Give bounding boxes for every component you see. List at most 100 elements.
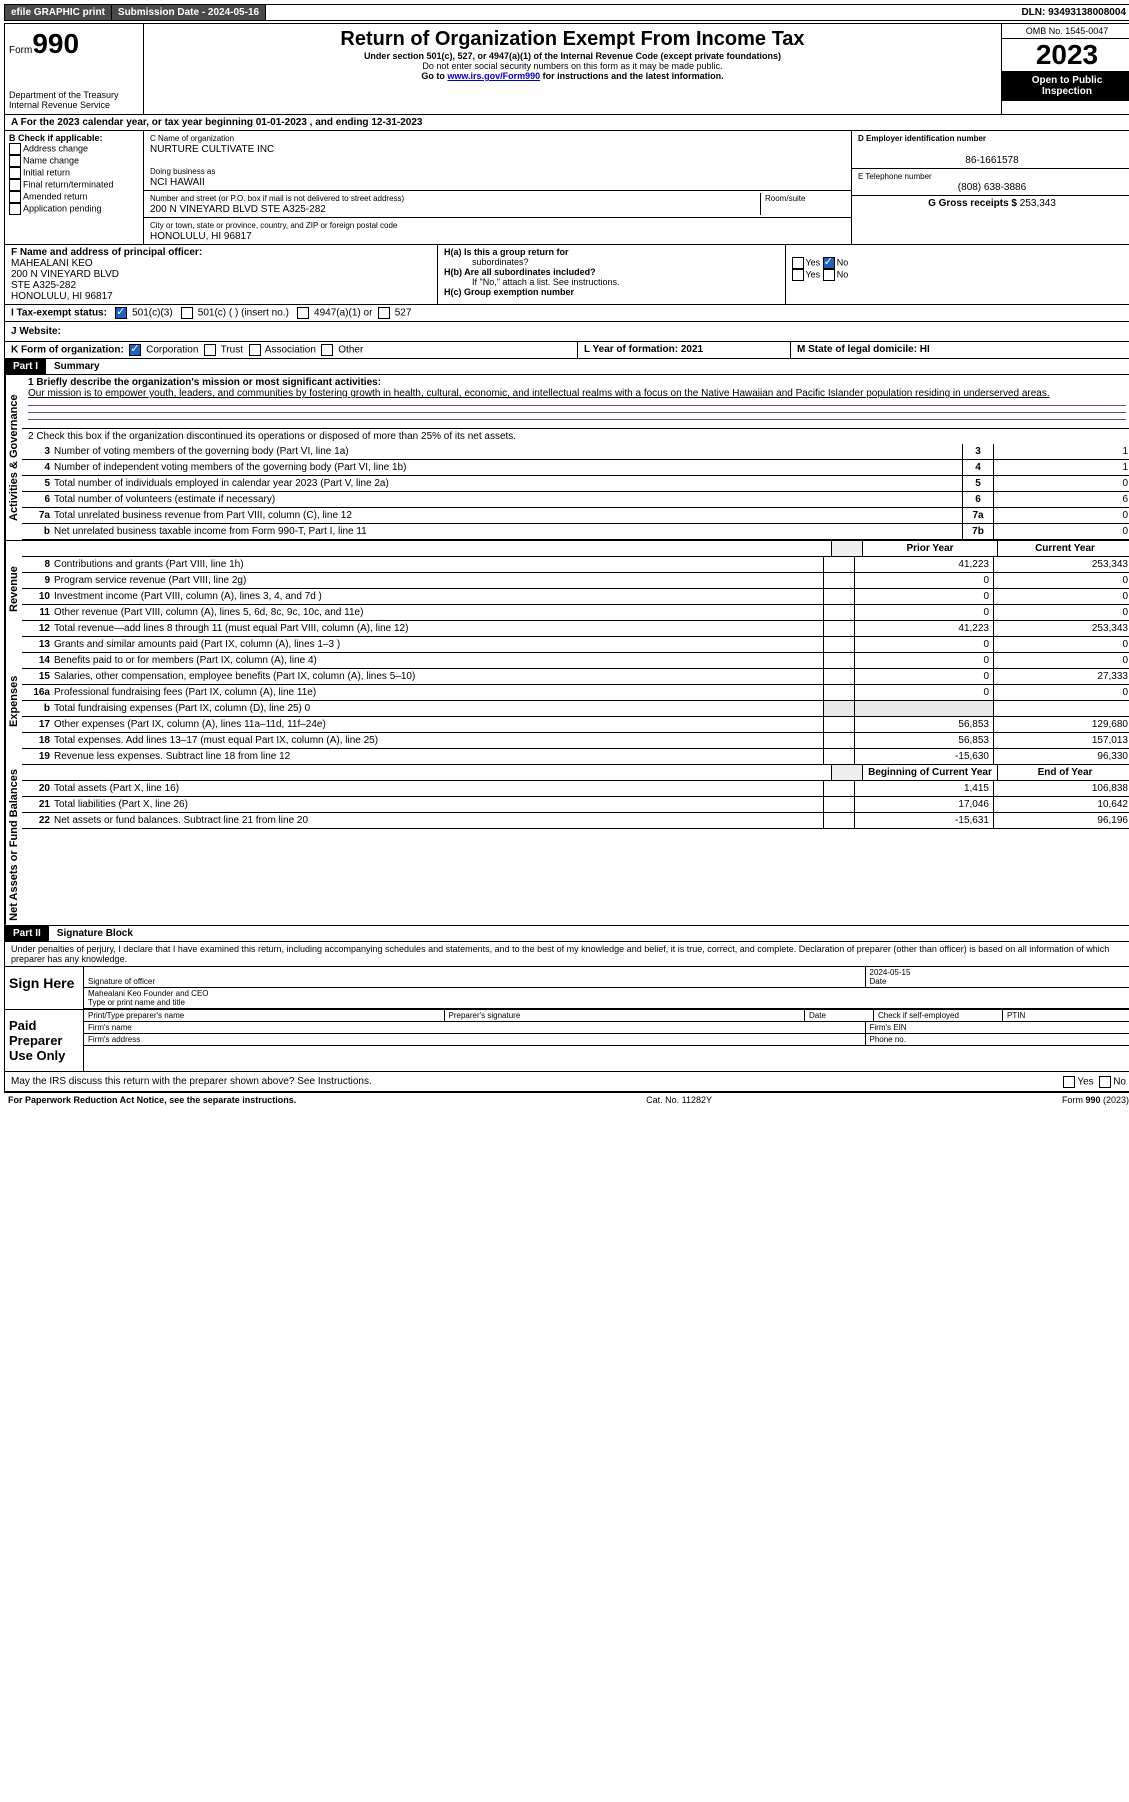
dln-label: DLN: xyxy=(1021,7,1048,18)
cb-association[interactable]: Association xyxy=(265,345,316,356)
website-label: J Website: xyxy=(11,326,61,337)
hb-label: H(b) Are all subordinates included? xyxy=(444,267,596,277)
hdr-current-year: Current Year xyxy=(997,541,1129,556)
footer-right: Form 990 (2023) xyxy=(1062,1095,1129,1105)
sig-officer-name: Mahealani Keo Founder and CEO xyxy=(88,989,209,998)
footer-left: For Paperwork Reduction Act Notice, see … xyxy=(8,1095,296,1105)
preparer-self-employed[interactable]: Check if self-employed xyxy=(874,1010,1003,1022)
gov-line-4: 4Number of independent voting members of… xyxy=(22,460,1129,476)
section-activities-governance: Activities & Governance 1 Briefly descri… xyxy=(4,375,1129,540)
tax-year: 2023 xyxy=(1002,39,1129,71)
cb-527[interactable]: 527 xyxy=(395,308,412,319)
firm-name-label: Firm's name xyxy=(84,1022,866,1034)
cb-trust[interactable]: Trust xyxy=(221,345,243,356)
sig-name-label: Type or print name and title xyxy=(88,998,185,1007)
hb-yes[interactable]: Yes xyxy=(806,269,821,279)
dba-label: Doing business as xyxy=(150,167,215,176)
irs-label: Internal Revenue Service xyxy=(9,100,139,110)
part-2-header: Part II Signature Block xyxy=(4,926,1129,942)
form990-link[interactable]: www.irs.gov/Form990 xyxy=(447,71,540,81)
preparer-ptin-label: PTIN xyxy=(1003,1010,1129,1022)
street-label: Number and street (or P.O. box if mail i… xyxy=(150,194,404,203)
form-subtitle-1: Under section 501(c), 527, or 4947(a)(1)… xyxy=(148,51,997,61)
cb-corporation[interactable]: Corporation xyxy=(146,345,198,356)
col-b-header: B Check if applicable: xyxy=(9,133,103,143)
line-2: 2 Check this box if the organization dis… xyxy=(22,429,1129,444)
line-11: 11Other revenue (Part VIII, column (A), … xyxy=(22,605,1129,621)
gross-value: 253,343 xyxy=(1020,198,1056,209)
line-22: 22Net assets or fund balances. Subtract … xyxy=(22,813,1129,829)
cb-other[interactable]: Other xyxy=(338,345,363,356)
cb-501c[interactable]: 501(c) ( ) (insert no.) xyxy=(198,308,289,319)
cb-application-pending[interactable]: Application pending xyxy=(23,203,102,213)
section-bcd: B Check if applicable: Address change Na… xyxy=(4,131,1129,245)
form-of-org-label: K Form of organization: xyxy=(11,345,124,356)
hb-no[interactable]: No xyxy=(837,269,849,279)
officer-addr3: HONOLULU, HI 96817 xyxy=(11,291,113,302)
line-16a: 16aProfessional fundraising fees (Part I… xyxy=(22,685,1129,701)
dept-treasury: Department of the Treasury xyxy=(9,90,139,100)
preparer-sig-label: Preparer's signature xyxy=(445,1010,806,1022)
ha-label: H(a) Is this a group return for xyxy=(444,247,569,257)
section-expenses: Expenses 13Grants and similar amounts pa… xyxy=(4,637,1129,765)
submission-date: Submission Date - 2024-05-16 xyxy=(112,5,266,20)
paid-preparer-label: Paid Preparer Use Only xyxy=(5,1010,84,1071)
officer-label: F Name and address of principal officer: xyxy=(11,247,202,258)
top-bar: efile GRAPHIC print Submission Date - 20… xyxy=(4,4,1129,21)
gov-line-3: 3Number of voting members of the governi… xyxy=(22,444,1129,460)
sig-officer-label: Signature of officer xyxy=(88,977,155,986)
line-12: 12Total revenue—add lines 8 through 11 (… xyxy=(22,621,1129,637)
cb-initial-return[interactable]: Initial return xyxy=(23,167,70,177)
form-title: Return of Organization Exempt From Incom… xyxy=(148,28,997,51)
officer-name: MAHEALANI KEO xyxy=(11,258,93,269)
line-15: 15Salaries, other compensation, employee… xyxy=(22,669,1129,685)
tax-exempt-label: I Tax-exempt status: xyxy=(11,308,107,319)
part1-tag: Part I xyxy=(5,359,46,374)
org-name-label: C Name of organization xyxy=(150,134,234,143)
col-d-info: D Employer identification number 86-1661… xyxy=(851,131,1129,244)
part2-tag: Part II xyxy=(5,926,49,941)
public-inspection: Open to Public Inspection xyxy=(1002,71,1129,101)
sig-date-label: Date xyxy=(870,977,887,986)
efile-print-button[interactable]: efile GRAPHIC print xyxy=(5,5,112,20)
col-c-org-info: C Name of organization NURTURE CULTIVATE… xyxy=(144,131,851,244)
vert-label-ag: Activities & Governance xyxy=(5,375,22,540)
part-1-header: Part I Summary xyxy=(4,359,1129,375)
city-label: City or town, state or province, country… xyxy=(150,221,397,230)
year-formation: L Year of formation: 2021 xyxy=(584,344,703,355)
section-net-assets: Net Assets or Fund Balances Beginning of… xyxy=(4,765,1129,926)
vert-label-exp: Expenses xyxy=(5,637,22,765)
ha-label2: subordinates? xyxy=(444,257,779,267)
dba-name: NCI HAWAII xyxy=(150,177,205,188)
hdr-end-year: End of Year xyxy=(997,765,1129,780)
cb-amended-return[interactable]: Amended return xyxy=(23,191,88,201)
hc-label: H(c) Group exemption number xyxy=(444,287,574,297)
ha-yes[interactable]: Yes xyxy=(806,257,821,267)
ha-no[interactable]: No xyxy=(837,257,849,267)
street-value: 200 N VINEYARD BLVD STE A325-282 xyxy=(150,204,326,215)
discuss-no[interactable]: No xyxy=(1113,1076,1126,1087)
tel-label: E Telephone number xyxy=(858,172,932,181)
room-label: Room/suite xyxy=(765,194,805,203)
firm-addr-label: Firm's address xyxy=(84,1034,866,1046)
cb-name-change[interactable]: Name change xyxy=(23,155,79,165)
page-footer: For Paperwork Reduction Act Notice, see … xyxy=(4,1092,1129,1107)
form-number: 990 xyxy=(32,28,79,59)
ein-value: 86-1661578 xyxy=(858,155,1126,166)
org-name: NURTURE CULTIVATE INC xyxy=(150,144,274,155)
row-klm: K Form of organization: Corporation Trus… xyxy=(4,342,1129,359)
cb-4947[interactable]: 4947(a)(1) or xyxy=(314,308,372,319)
mission-label: 1 Briefly describe the organization's mi… xyxy=(28,377,381,388)
discuss-yes[interactable]: Yes xyxy=(1077,1076,1093,1087)
form-word: Form xyxy=(9,45,32,56)
cb-address-change[interactable]: Address change xyxy=(23,143,88,153)
cb-501c3[interactable]: 501(c)(3) xyxy=(132,308,173,319)
line-21: 21Total liabilities (Part X, line 26) 17… xyxy=(22,797,1129,813)
row-j-website: J Website: xyxy=(4,322,1129,342)
ein-label: D Employer identification number xyxy=(858,134,986,143)
row-i-tax-exempt: I Tax-exempt status: 501(c)(3) 501(c) ( … xyxy=(4,305,1129,322)
state-domicile: M State of legal domicile: HI xyxy=(797,344,930,355)
cb-final-return[interactable]: Final return/terminated xyxy=(23,179,114,189)
part2-title: Signature Block xyxy=(49,926,141,941)
city-value: HONOLULU, HI 96817 xyxy=(150,231,252,242)
